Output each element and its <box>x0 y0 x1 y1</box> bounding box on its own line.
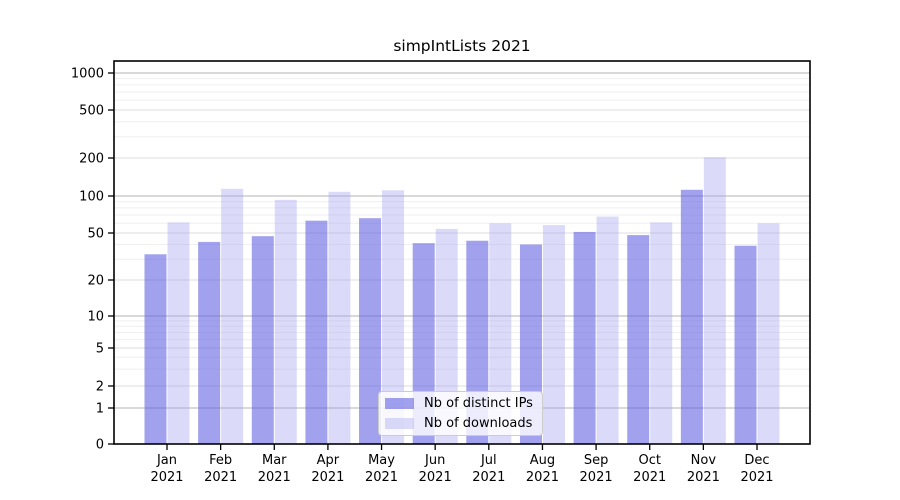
bar-downloads-Jan <box>167 222 190 444</box>
bars-layer <box>144 157 780 444</box>
bar-distinct-ips-May <box>359 218 382 444</box>
y-tick-label-20: 20 <box>87 274 104 289</box>
x-tick-label-year-Feb: 2021 <box>204 470 237 485</box>
bar-downloads-Apr <box>328 191 351 444</box>
bar-distinct-ips-Nov <box>680 189 703 444</box>
chart-title: simpIntLists 2021 <box>393 37 530 55</box>
x-tick-label-year-Mar: 2021 <box>258 470 291 485</box>
bar-distinct-ips-Sep <box>573 231 596 444</box>
bar-downloads-Jun <box>435 228 458 444</box>
bar-downloads-Jul <box>489 223 512 444</box>
legend-swatch-downloads <box>385 417 414 429</box>
x-tick-label-year-Jan: 2021 <box>150 470 183 485</box>
legend-item-distinct-ips: Nb of distinct IPs <box>385 396 534 412</box>
bar-distinct-ips-Mar <box>251 236 274 444</box>
x-tick-label-year-Sep: 2021 <box>580 470 613 485</box>
bar-downloads-Oct <box>650 222 673 444</box>
legend-label-downloads: Nb of downloads <box>424 415 533 431</box>
bar-distinct-ips-Jan <box>144 254 167 444</box>
y-tick-label-100: 100 <box>79 190 104 205</box>
x-tick-label-year-Dec: 2021 <box>740 470 773 485</box>
x-tick-label-month-Aug: Aug <box>530 453 555 468</box>
y-tick-label-500: 500 <box>79 104 104 119</box>
bar-downloads-Aug <box>542 225 565 444</box>
bar-downloads-Nov <box>703 157 726 444</box>
x-tick-label-month-Feb: Feb <box>209 453 232 468</box>
x-tick-label-month-Sep: Sep <box>584 453 609 468</box>
plot-border <box>113 60 811 445</box>
legend-label-distinct-ips: Nb of distinct IPs <box>424 396 533 412</box>
x-tick-label-year-Jun: 2021 <box>419 470 452 485</box>
bar-distinct-ips-Feb <box>198 241 221 444</box>
x-tick-label-month-Jul: Jul <box>480 453 497 468</box>
x-tick-label-month-Jun: Jun <box>424 453 445 468</box>
x-tick-label-month-May: May <box>368 453 395 468</box>
y-tick-label-1000: 1000 <box>71 67 104 82</box>
x-tick-label-year-May: 2021 <box>365 470 398 485</box>
x-tick-label-year-Oct: 2021 <box>633 470 666 485</box>
axes-layer: 0 1 2 5 10 20 50 100 200 500 1000 Jan 2021 Feb 2021 Mar… <box>71 60 811 485</box>
y-tick-label-200: 200 <box>79 152 104 167</box>
legend-item-downloads: Nb of downloads <box>385 416 534 432</box>
y-tick-label-2: 2 <box>96 380 104 395</box>
bar-distinct-ips-Dec <box>734 245 757 444</box>
x-tick-label-month-Nov: Nov <box>691 453 717 468</box>
x-tick-label-month-Dec: Dec <box>744 453 769 468</box>
bar-downloads-Dec <box>757 223 780 444</box>
legend: Nb of distinct IPs Nb of downloads <box>378 391 543 436</box>
bar-downloads-Feb <box>221 188 244 444</box>
x-tick-label-year-Nov: 2021 <box>687 470 720 485</box>
x-tick-label-month-Mar: Mar <box>262 453 287 468</box>
bar-downloads-Mar <box>274 199 297 444</box>
bar-downloads-May <box>382 190 405 444</box>
x-tick-label-year-Aug: 2021 <box>526 470 559 485</box>
x-tick-label-year-Jul: 2021 <box>472 470 505 485</box>
x-tick-label-month-Jan: Jan <box>156 453 177 468</box>
bar-distinct-ips-Oct <box>627 235 650 444</box>
bar-distinct-ips-Apr <box>305 220 328 444</box>
y-tick-label-5: 5 <box>96 342 104 357</box>
bar-downloads-Sep <box>596 216 619 444</box>
y-tick-label-50: 50 <box>87 227 104 242</box>
legend-swatch-distinct-ips <box>385 398 414 410</box>
x-tick-label-month-Oct: Oct <box>638 453 660 468</box>
y-tick-label-1: 1 <box>96 402 104 417</box>
x-tick-label-year-Apr: 2021 <box>311 470 344 485</box>
y-tick-label-10: 10 <box>87 310 104 325</box>
x-tick-label-month-Apr: Apr <box>317 453 340 468</box>
y-tick-label-0: 0 <box>96 438 104 453</box>
